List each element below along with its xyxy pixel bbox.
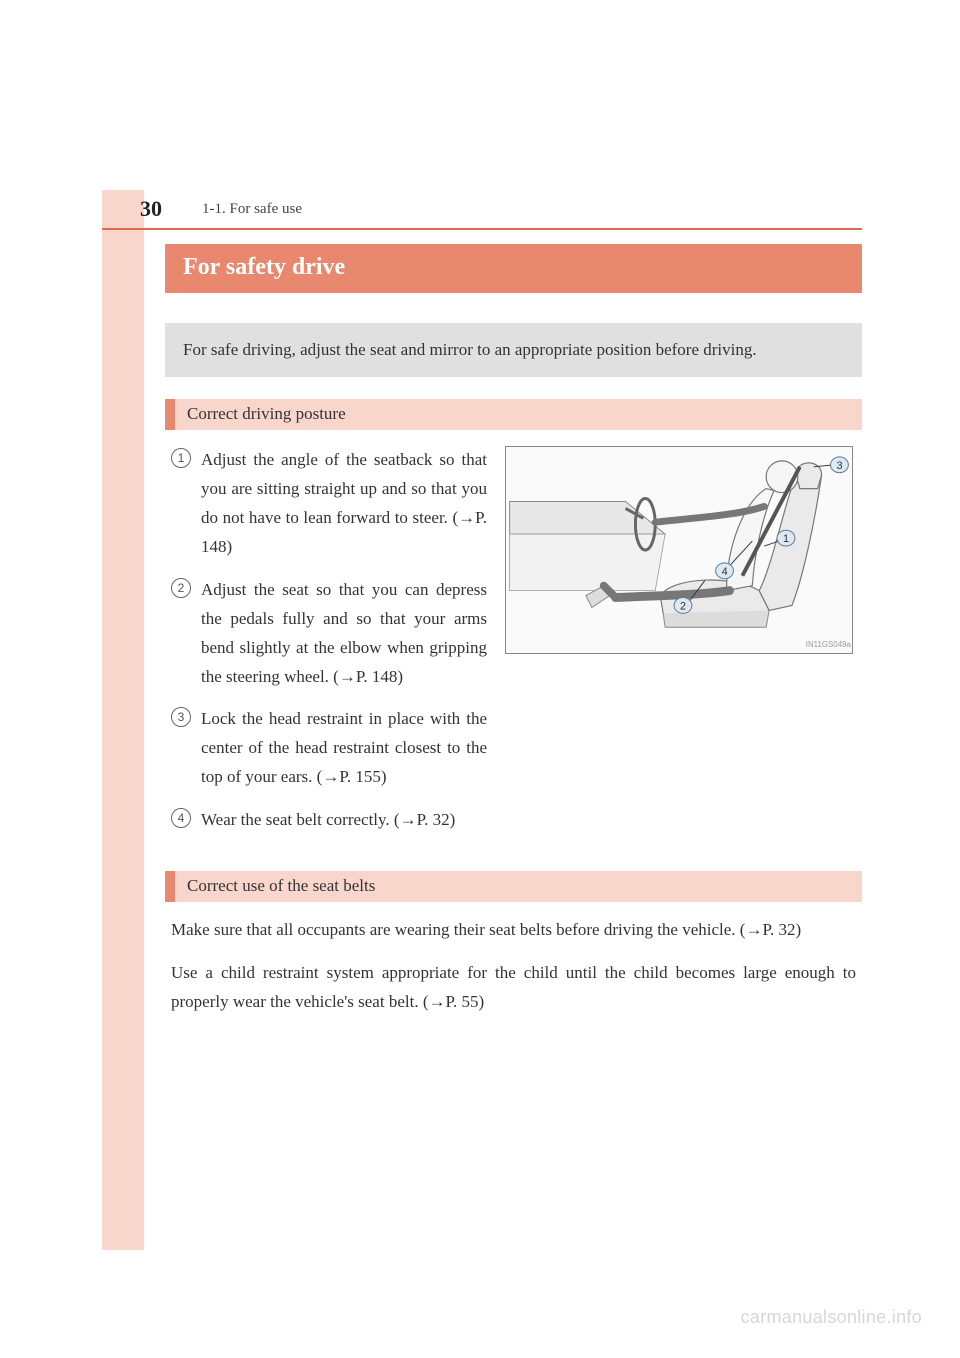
list-marker-1: 1 bbox=[171, 448, 191, 468]
chapter-side-tab bbox=[102, 190, 144, 1250]
figure-code: IN11GS049a bbox=[806, 640, 852, 649]
callout-4: 4 bbox=[722, 566, 728, 578]
subsection-heading: Correct use of the seat belts bbox=[165, 871, 862, 902]
subsection-heading: Correct driving posture bbox=[165, 399, 862, 430]
list-item: 4 Wear the seat belt correctly. (→P. 32) bbox=[171, 806, 487, 835]
numbered-list: 1 Adjust the angle of the seatback so th… bbox=[171, 446, 487, 849]
body-paragraph: Make sure that all occupants are wearing… bbox=[165, 916, 862, 945]
header-rule bbox=[102, 228, 862, 230]
intro-box: For safe driving, adjust the seat and mi… bbox=[165, 323, 862, 377]
seat-posture-illustration: 1 2 3 4 IN11GS049a bbox=[506, 447, 852, 653]
content-area: For safety drive For safe driving, adjus… bbox=[165, 244, 862, 1017]
list-item: 3 Lock the head restraint in place with … bbox=[171, 705, 487, 792]
section-label: 1-1. For safe use bbox=[202, 201, 302, 218]
list-text: Adjust the angle of the seatback so that… bbox=[201, 446, 487, 562]
callout-2: 2 bbox=[680, 601, 686, 613]
list-marker-2: 2 bbox=[171, 578, 191, 598]
figure-frame: 1 2 3 4 IN11GS049a bbox=[505, 446, 853, 654]
list-text: Lock the head restraint in place with th… bbox=[201, 705, 487, 792]
page-number-wrap: 30 bbox=[102, 196, 162, 222]
body-paragraph: Use a child restraint system appropriate… bbox=[165, 959, 862, 1017]
list-item: 2 Adjust the seat so that you can depres… bbox=[171, 576, 487, 692]
callout-1: 1 bbox=[783, 533, 789, 545]
page-title-bar: For safety drive bbox=[165, 244, 862, 293]
manual-page: 30 1-1. For safe use For safety drive Fo… bbox=[0, 0, 960, 1358]
page-number: 30 bbox=[140, 196, 162, 221]
watermark: carmanualsonline.info bbox=[741, 1307, 922, 1328]
list-marker-4: 4 bbox=[171, 808, 191, 828]
list-marker-3: 3 bbox=[171, 707, 191, 727]
list-item: 1 Adjust the angle of the seatback so th… bbox=[171, 446, 487, 562]
posture-row: 1 Adjust the angle of the seatback so th… bbox=[165, 446, 862, 849]
callout-3: 3 bbox=[836, 460, 842, 472]
posture-figure: 1 2 3 4 IN11GS049a bbox=[505, 446, 856, 849]
list-text: Wear the seat belt correctly. (→P. 32) bbox=[201, 806, 455, 835]
list-text: Adjust the seat so that you can depress … bbox=[201, 576, 487, 692]
